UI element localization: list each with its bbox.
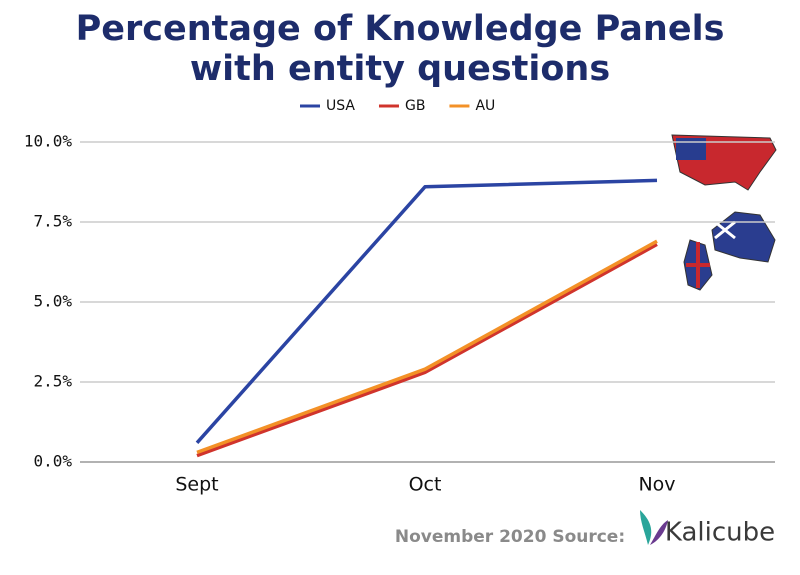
series-line — [196, 239, 658, 455]
brand-name: Kalicube — [665, 518, 775, 548]
y-tick-label: 5.0% — [33, 292, 72, 311]
chart-subtitle: with entity questions — [190, 49, 610, 89]
x-tick-label: Nov — [638, 474, 675, 496]
au-flag — [711, 211, 776, 263]
y-tick-label: 7.5% — [33, 212, 72, 231]
series-line — [196, 242, 658, 458]
source-note: November 2020 Source: — [395, 527, 625, 547]
y-tick-label: 2.5% — [33, 372, 72, 391]
legend-label: GB — [405, 98, 425, 114]
brand-logo — [640, 510, 668, 545]
y-tick-label: 10.0% — [24, 132, 73, 151]
chart-title: Percentage of Knowledge Panels — [76, 9, 725, 49]
series-line — [195, 178, 658, 444]
usa-flag — [671, 134, 777, 191]
x-tick-label: Oct — [409, 474, 442, 496]
legend-label: USA — [326, 98, 355, 114]
legend-label: AU — [475, 98, 495, 114]
x-tick-label: Sept — [175, 474, 218, 496]
y-tick-label: 0.0% — [33, 452, 72, 471]
gb-flag — [683, 239, 713, 291]
